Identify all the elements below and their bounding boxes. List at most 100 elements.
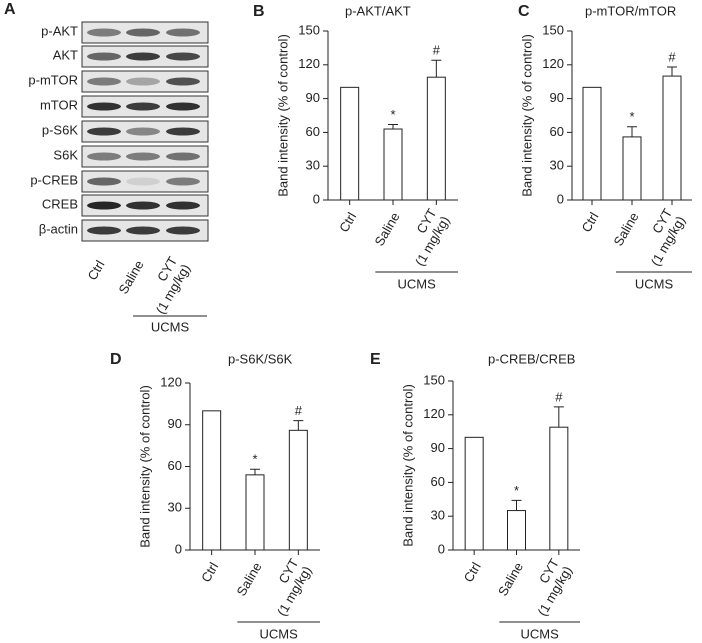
blot-band	[166, 127, 200, 136]
blot-band	[166, 102, 200, 111]
y-tick-label: 0	[313, 191, 320, 206]
blot-band	[126, 52, 160, 61]
y-tick-label: 60	[550, 124, 564, 139]
group-label: UCMS	[151, 319, 190, 334]
blot-box	[81, 170, 209, 193]
x-tick-label: CYT(1 mg/kg)	[399, 206, 452, 269]
blot-band	[87, 52, 121, 61]
blot-lane-label: CYT(1 mg/kg)	[140, 254, 193, 317]
significance-marker: *	[390, 107, 395, 122]
panel-letter: C	[518, 3, 530, 20]
error-bar	[553, 406, 564, 428]
y-tick-label: 90	[550, 90, 564, 105]
blot-band	[87, 127, 121, 136]
significance-marker: #	[668, 49, 676, 64]
y-axis-label: Band intensity (% of control)	[519, 34, 534, 197]
x-tick-label: CYT(1 mg/kg)	[261, 556, 314, 619]
y-tick-label: 120	[423, 406, 445, 421]
error-bar	[667, 66, 677, 77]
y-tick-label: 60	[306, 124, 320, 139]
y-tick-label: 0	[557, 191, 564, 206]
significance-marker: #	[555, 389, 563, 404]
bar	[288, 429, 308, 551]
blot-row-label: p-S6K	[42, 122, 78, 137]
blot-lane-label: Saline	[116, 258, 147, 297]
bar	[662, 75, 682, 201]
error-bar	[511, 499, 522, 511]
blot-band	[166, 226, 200, 235]
blot-row-label: p-AKT	[41, 23, 78, 38]
bar	[582, 86, 602, 201]
error-bar	[250, 468, 260, 475]
bar	[464, 436, 484, 551]
y-tick-label: 90	[306, 90, 320, 105]
blot-band	[126, 177, 160, 186]
error-bar	[431, 59, 442, 78]
chart-title: p-CREB/CREB	[488, 351, 575, 366]
y-tick-label: 60	[431, 474, 445, 489]
significance-marker: *	[514, 483, 519, 498]
x-tick-label: Saline	[372, 210, 403, 249]
y-tick-label: 90	[168, 416, 182, 431]
blot-band	[166, 201, 200, 210]
significance-marker: *	[629, 109, 634, 124]
y-tick-label: 0	[438, 541, 445, 556]
y-tick-label: 150	[542, 22, 564, 37]
blot-band	[126, 77, 160, 86]
y-tick-label: 30	[168, 500, 182, 515]
y-tick-label: 30	[306, 158, 320, 173]
blot-box	[81, 120, 209, 143]
y-tick-label: 120	[542, 56, 564, 71]
blot-box	[81, 70, 209, 93]
blot-band	[87, 28, 121, 37]
blot-band	[166, 52, 200, 61]
blot-band	[166, 77, 200, 86]
blot-band	[87, 77, 121, 86]
y-tick-label: 150	[423, 372, 445, 387]
bar	[245, 474, 265, 551]
group-label: UCMS	[635, 276, 674, 291]
blot-lane-label: Ctrl	[84, 258, 107, 283]
blot-band	[87, 102, 121, 111]
y-tick-label: 90	[431, 440, 445, 455]
panel-letter: A	[4, 1, 16, 18]
panel-letter: D	[110, 351, 122, 368]
y-tick-label: 150	[298, 22, 320, 37]
blot-row-label: CREB	[42, 196, 78, 211]
blot-band	[126, 127, 160, 136]
blot-row-label: mTOR	[40, 97, 78, 112]
blot-band	[87, 226, 121, 235]
x-tick-label: Saline	[495, 560, 526, 599]
y-tick-label: 30	[550, 158, 564, 173]
bar	[383, 128, 403, 201]
blot-band	[166, 152, 200, 161]
x-tick-label: Ctrl	[461, 560, 484, 585]
x-tick-label: CYT(1 mg/kg)	[635, 206, 688, 269]
y-axis-label: Band intensity (% of control)	[275, 34, 290, 197]
blot-band	[126, 102, 160, 111]
y-tick-label: 60	[168, 458, 182, 473]
x-tick-label: Ctrl	[578, 210, 601, 235]
bar	[426, 76, 446, 201]
blot-band	[126, 201, 160, 210]
blot-row-label: p-mTOR	[28, 72, 78, 87]
y-tick-label: 120	[298, 56, 320, 71]
panel-letter: B	[253, 3, 265, 20]
bar	[549, 426, 569, 551]
blot-band	[87, 201, 121, 210]
bar	[340, 86, 360, 201]
blot-band	[166, 177, 200, 186]
error-bar	[388, 124, 398, 130]
bar	[202, 410, 222, 551]
significance-marker: #	[295, 403, 303, 418]
error-bar	[627, 126, 637, 137]
blot-band	[87, 152, 121, 161]
group-label: UCMS	[260, 626, 299, 641]
y-tick-label: 30	[431, 508, 445, 523]
blot-band	[87, 177, 121, 186]
chart-title: p-AKT/AKT	[345, 3, 411, 18]
bar	[622, 136, 642, 201]
significance-marker: #	[433, 43, 441, 58]
x-tick-label: Saline	[234, 560, 265, 599]
